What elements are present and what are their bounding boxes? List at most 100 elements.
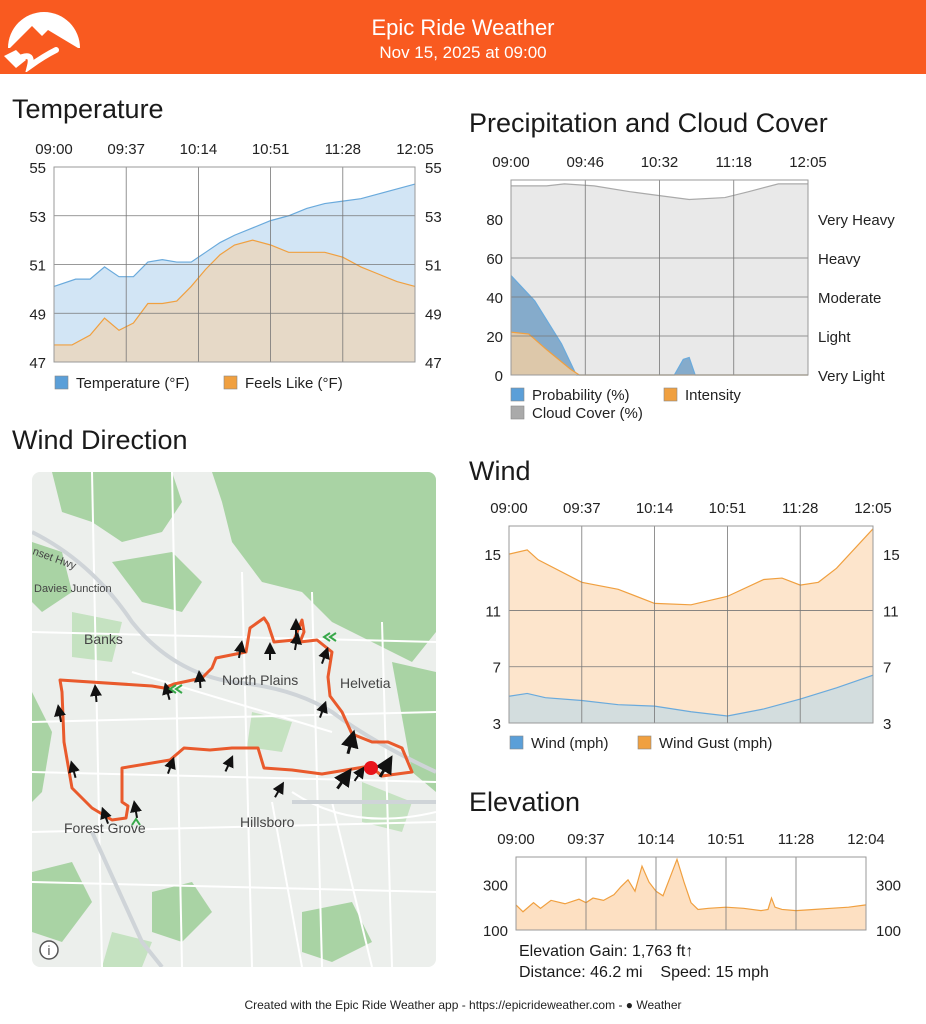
- y-tick-label: 300: [483, 877, 508, 894]
- series-line-0: [508, 674, 874, 717]
- ride-datetime: Nov 15, 2025 at 09:00: [379, 43, 547, 62]
- distance: Distance: 46.2 mi: [519, 964, 643, 981]
- x-tick-label: 09:00: [490, 500, 528, 517]
- plot-border: [508, 525, 874, 724]
- y-tick-label-right: Light: [818, 329, 851, 346]
- x-tick-label: 12:05: [854, 500, 892, 517]
- temperature-title: Temperature: [12, 94, 164, 124]
- y-tick-label: 7: [493, 660, 501, 677]
- x-tick-label: 10:14: [637, 831, 675, 848]
- map-label-forest-grove: Forest Grove: [64, 820, 146, 836]
- wind-title: Wind: [469, 456, 531, 486]
- y-tick-label: 53: [29, 209, 46, 226]
- y-tick-label-right: Very Light: [818, 368, 886, 385]
- y-tick-label: 3: [493, 716, 501, 733]
- y-tick-label-right: 11: [883, 603, 899, 620]
- current-position-marker: [364, 761, 378, 775]
- series-area-0: [509, 675, 873, 723]
- legend-swatch: [637, 735, 652, 750]
- legend-swatch: [510, 405, 525, 420]
- wind-arrows: [54, 618, 393, 824]
- x-tick-label: 11:18: [716, 154, 752, 171]
- wind-arrow-icon: [318, 646, 330, 664]
- y-tick-label-right: 15: [883, 547, 900, 564]
- tailwind-chevrons: [131, 632, 337, 826]
- series-line-1: [54, 239, 416, 346]
- x-tick-label: 12:05: [789, 154, 827, 171]
- legend-label: Intensity: [685, 387, 741, 404]
- x-tick-label: 11:28: [325, 141, 361, 158]
- y-tick-label: 49: [29, 306, 46, 323]
- map-label-hillsboro: Hillsboro: [240, 814, 295, 830]
- wind-arrow-icon: [341, 729, 359, 755]
- ride-route: [58, 616, 414, 822]
- y-tick-label-right: 100: [876, 923, 901, 940]
- x-tick-label: 10:51: [707, 831, 745, 848]
- wind-arrow-icon: [290, 632, 302, 651]
- wind-arrow-icon: [162, 682, 174, 701]
- y-tick-label-right: 7: [883, 660, 891, 677]
- info-icon[interactable]: i: [39, 940, 59, 960]
- x-tick-label: 09:00: [35, 141, 73, 158]
- legend-swatch: [54, 375, 69, 390]
- wind-arrow-icon: [222, 755, 234, 772]
- temperature-chart: 09:00 09:37 10:14 10:51 11:28 12:05 55 55 53 53 51…: [29, 141, 442, 392]
- wind-arrow-icon: [68, 760, 80, 779]
- plot-border: [515, 856, 867, 931]
- x-tick-label: 09:00: [492, 154, 530, 171]
- y-tick-label-right: 47: [425, 355, 442, 372]
- legend-swatch: [223, 375, 238, 390]
- y-tick-label: 80: [486, 212, 503, 229]
- speed: Speed: 15 mph: [660, 964, 769, 981]
- legend-swatch: [510, 387, 525, 402]
- series-line-0: [515, 857, 867, 913]
- x-tick-label: 10:14: [636, 500, 674, 517]
- y-tick-label-right: 3: [883, 716, 891, 733]
- highways: [32, 530, 436, 967]
- forest-areas: [32, 472, 436, 962]
- x-tick-label: 11:28: [782, 500, 818, 517]
- y-tick-label-right: 300: [876, 877, 901, 894]
- x-tick-label: 09:37: [563, 500, 601, 517]
- y-tick-label-right: Very Heavy: [818, 212, 895, 229]
- legend-label: Temperature (°F): [76, 375, 190, 392]
- elevation-gain: Elevation Gain: 1,763 ft↑: [519, 943, 694, 960]
- y-tick-label-right: 53: [425, 209, 442, 226]
- x-tick-label: 09:46: [566, 154, 604, 171]
- y-tick-label-right: 55: [425, 160, 442, 177]
- wind-arrow-icon: [316, 700, 328, 718]
- legend-swatch: [509, 735, 524, 750]
- y-tick-label: 0: [495, 368, 503, 385]
- y-tick-label: 51: [29, 258, 46, 275]
- footer-text: Created with the Epic Ride Weather app -…: [244, 998, 626, 1012]
- wind-arrow-icon: [334, 768, 352, 790]
- y-tick-label: 11: [485, 603, 501, 620]
- x-tick-label: 10:14: [180, 141, 218, 158]
- footer-brand: Weather: [636, 998, 682, 1012]
- series-line-1: [508, 528, 874, 606]
- plot-border: [510, 179, 809, 376]
- wind-direction-title: Wind Direction: [12, 425, 188, 455]
- map-label-helvetia: Helvetia: [340, 675, 391, 691]
- distance-speed: Distance: 46.2 mi Speed: 15 mph: [519, 964, 769, 982]
- x-tick-label: 10:51: [709, 500, 747, 517]
- svg-text:i: i: [48, 943, 51, 958]
- y-tick-label: 60: [486, 251, 503, 268]
- y-tick-label: 15: [484, 547, 501, 564]
- y-tick-label: 20: [486, 329, 503, 346]
- x-tick-label: 09:00: [497, 831, 535, 848]
- legend-label: Probability (%): [532, 387, 630, 404]
- legend-swatch: [663, 387, 678, 402]
- route-map[interactable]: Banks North Plains Helvetia Forest Grove…: [32, 472, 436, 967]
- app-header: Epic Ride Weather Nov 15, 2025 at 09:00: [0, 0, 926, 74]
- roads: [32, 472, 436, 967]
- plot-border: [53, 166, 416, 363]
- wind-arrow-icon: [272, 781, 284, 798]
- map-label-north-plains: North Plains: [222, 672, 298, 688]
- app-title: Epic Ride Weather: [371, 15, 555, 40]
- precipitation-chart: 09:00 09:46 10:32 11:18 12:05 80 Very Heavy 60 H…: [486, 154, 895, 422]
- elevation-title: Elevation: [469, 787, 581, 817]
- x-tick-label: 09:37: [107, 141, 145, 158]
- mountain-road-logo: [4, 12, 80, 72]
- wind-chart: 09:00 09:37 10:14 10:51 11:28 12:05 15 15 11 11 7 7…: [484, 500, 900, 752]
